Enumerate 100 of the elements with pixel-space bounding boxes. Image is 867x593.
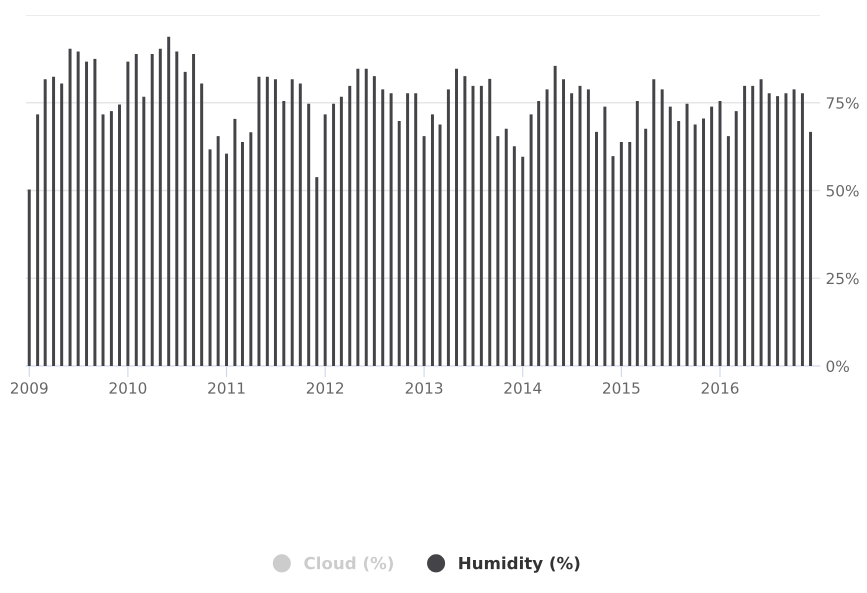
- bar: [290, 79, 294, 366]
- bar: [200, 83, 204, 366]
- bar: [282, 100, 286, 366]
- bar: [76, 52, 80, 366]
- bar: [85, 62, 88, 366]
- bar: [660, 89, 664, 366]
- bar: [743, 86, 746, 366]
- bar: [414, 93, 418, 366]
- bar: [784, 93, 788, 366]
- bar: [578, 86, 582, 366]
- bar: [537, 100, 540, 366]
- bar: [472, 86, 474, 366]
- bar: [760, 79, 763, 366]
- bar: [644, 128, 648, 366]
- bar: [257, 76, 260, 366]
- bar: [530, 114, 533, 366]
- bar: [184, 72, 187, 366]
- bar: [274, 79, 277, 366]
- bar: [68, 48, 72, 366]
- bar: [332, 104, 336, 366]
- bar: [612, 156, 614, 366]
- bar: [240, 142, 244, 366]
- bar: [570, 93, 574, 366]
- bar: [60, 83, 64, 366]
- y-tick-label: 25%: [826, 272, 859, 284]
- x-tick-label: 2009: [10, 382, 48, 394]
- y-tick-label: 0%: [826, 360, 849, 372]
- bar: [158, 48, 162, 366]
- bar: [562, 79, 566, 366]
- bar: [809, 132, 812, 366]
- bar: [668, 106, 672, 366]
- bar: [776, 96, 780, 366]
- bar: [406, 93, 410, 366]
- bar: [167, 36, 170, 366]
- bar: [455, 68, 458, 366]
- bar: [398, 121, 401, 366]
- legend-label: Humidity (%): [459, 556, 580, 573]
- bar: [52, 76, 56, 366]
- x-tick-label: 2011: [208, 382, 245, 394]
- bar: [800, 93, 804, 366]
- bar: [652, 79, 656, 366]
- bar: [225, 154, 228, 366]
- bar: [422, 136, 426, 366]
- x-tick-label: 2014: [504, 382, 542, 394]
- bar: [751, 86, 754, 366]
- bar: [102, 114, 105, 366]
- bar: [521, 156, 524, 366]
- bar: [446, 89, 450, 366]
- bar: [126, 62, 130, 366]
- bar: [702, 118, 706, 366]
- bar: [603, 106, 606, 366]
- bar: [636, 100, 639, 366]
- bar: [496, 136, 500, 366]
- x-tick-label: 2013: [406, 382, 442, 394]
- x-tick-label: 2016: [702, 382, 738, 394]
- bar: [792, 89, 796, 366]
- bar: [192, 54, 196, 366]
- bar: [356, 68, 360, 366]
- bar: [381, 89, 384, 366]
- bar: [677, 121, 680, 366]
- bar: [372, 76, 376, 366]
- bar: [390, 93, 393, 366]
- bar: [686, 104, 689, 366]
- bar: [150, 54, 154, 366]
- bar: [110, 111, 113, 366]
- x-tick-label: 2010: [110, 382, 146, 394]
- bar: [324, 114, 327, 366]
- bar: [233, 118, 236, 366]
- y-tick-label: 50%: [826, 184, 859, 197]
- bar: [307, 104, 310, 366]
- bar: [620, 142, 623, 366]
- bar: [142, 96, 146, 366]
- bar: [208, 149, 212, 366]
- bar: [430, 114, 434, 366]
- bar: [298, 83, 302, 366]
- bar: [726, 136, 730, 366]
- bar: [463, 76, 466, 366]
- bar: [595, 132, 598, 366]
- bar: [36, 114, 40, 366]
- x-tick-label: 2012: [306, 382, 344, 394]
- bar: [266, 76, 269, 366]
- bar: [480, 86, 483, 366]
- bar: [734, 111, 738, 366]
- bar: [216, 136, 220, 366]
- y-tick-label: 75%: [826, 97, 859, 109]
- bar: [93, 58, 96, 366]
- bar: [340, 96, 343, 366]
- bar: [768, 93, 771, 366]
- bar: [718, 100, 722, 366]
- bar: [586, 89, 590, 366]
- bar: [249, 132, 252, 366]
- bar: [118, 104, 121, 366]
- bar: [710, 106, 714, 366]
- bar: [44, 79, 47, 366]
- x-tick-label: 2015: [603, 382, 640, 394]
- bar: [512, 146, 516, 366]
- bar: [315, 177, 318, 366]
- bar: [546, 89, 549, 366]
- bar: [694, 124, 697, 366]
- bar: [554, 66, 557, 366]
